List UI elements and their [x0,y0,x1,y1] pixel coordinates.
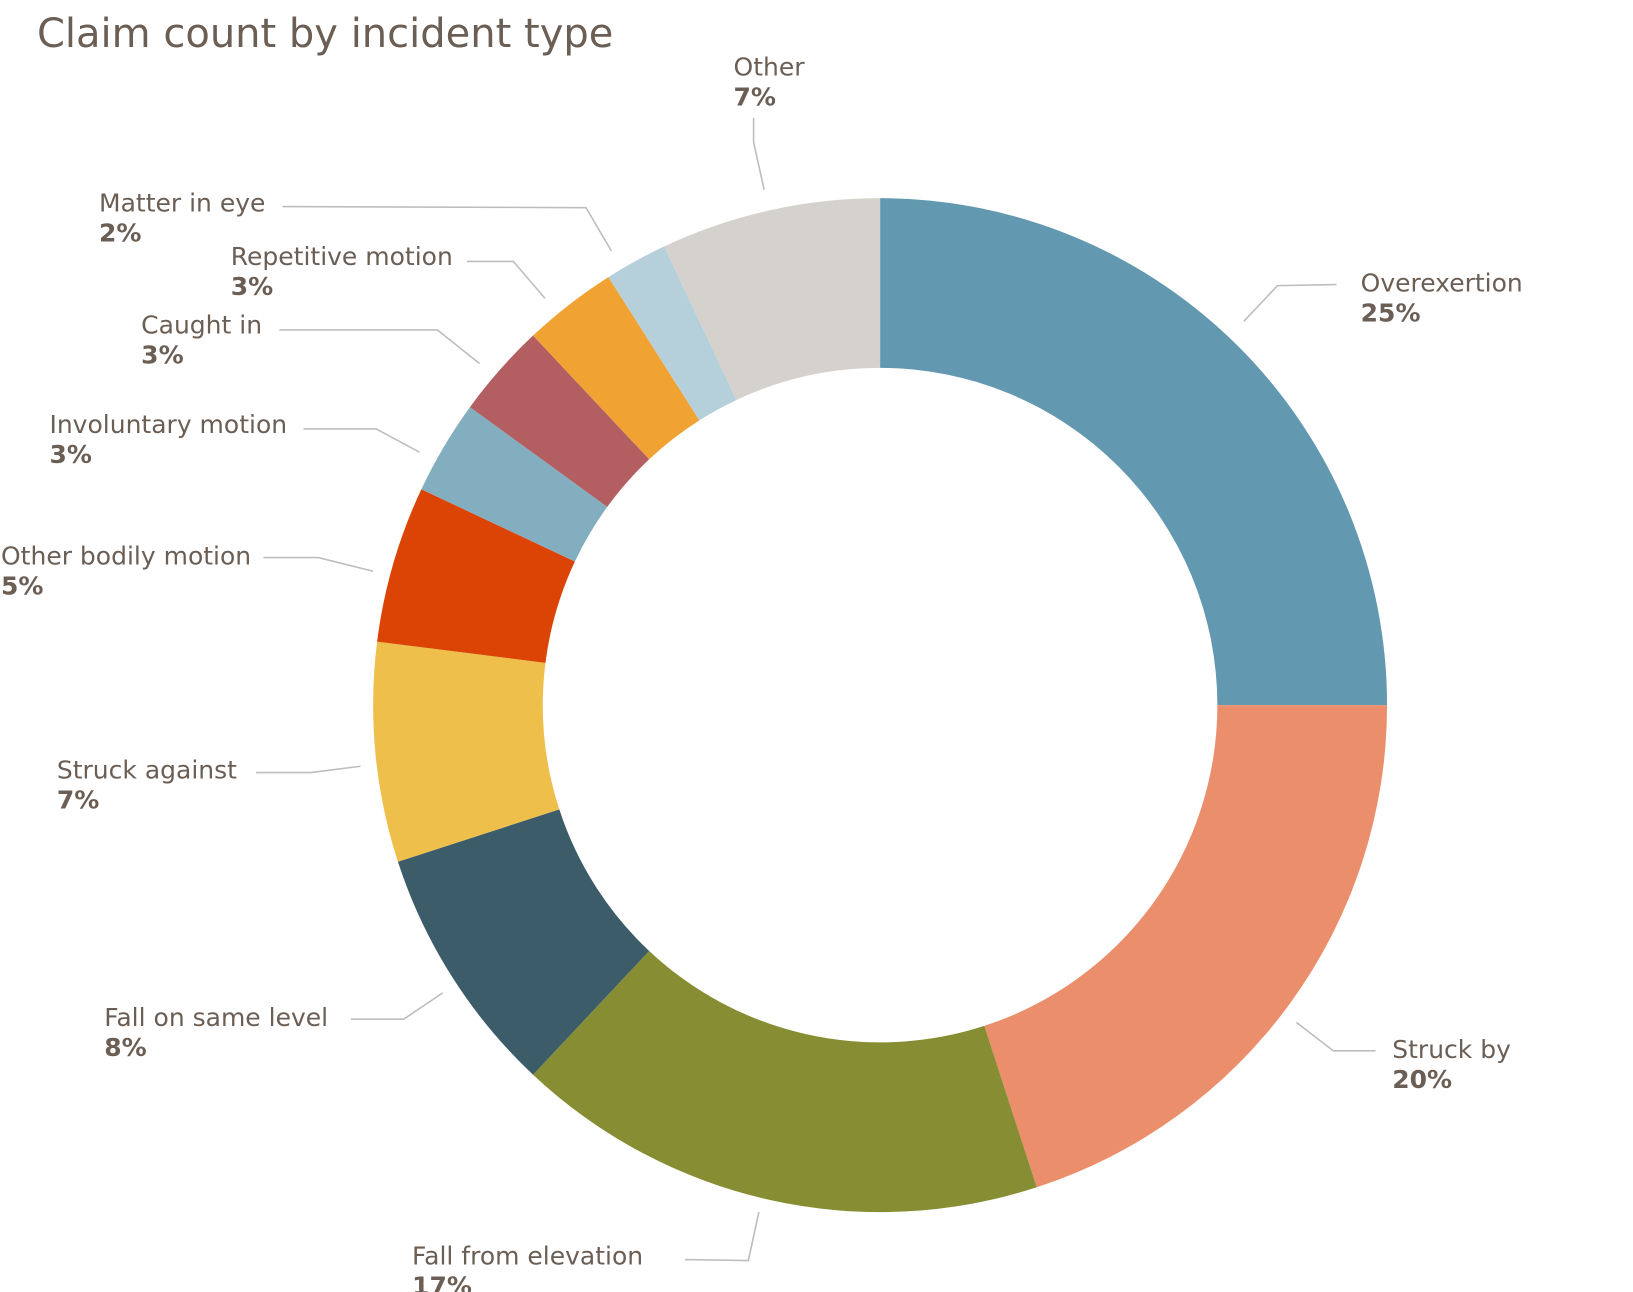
category-label: Repetitive motion [231,242,453,271]
donut-slice [469,335,650,507]
value-label: 17% [412,1271,472,1292]
leader-line [256,765,361,774]
category-label: Struck by [1392,1035,1511,1064]
donut-slice [421,407,608,562]
donut-slice [397,809,650,1075]
donut-slice [533,277,700,460]
donut-slice [880,198,1388,706]
leader-line [1295,1021,1376,1052]
category-label: Matter in eye [99,188,265,217]
leader-line [752,118,765,190]
category-label: Fall on same level [104,1003,328,1032]
leader-line [303,428,420,453]
category-label: Involuntary motion [49,410,287,439]
leader-line [466,260,546,299]
category-label: Overexertion [1361,269,1523,298]
category-label: Fall from elevation [412,1241,643,1270]
donut-slice [984,705,1388,1188]
leader-line [350,992,444,1021]
value-label: 8% [104,1033,146,1062]
value-label: 5% [1,572,43,601]
value-label: 7% [734,83,776,112]
value-label: 3% [231,272,273,301]
value-label: 25% [1361,299,1421,328]
leader-line [685,1211,760,1262]
leader-line [282,205,613,252]
value-label: 3% [141,341,183,370]
donut-slice [608,246,737,421]
value-label: 7% [57,786,99,815]
value-label: 3% [49,440,91,469]
donut-slice [533,950,1037,1213]
value-label: 20% [1392,1065,1452,1094]
leader-line [263,556,374,573]
donut-slice [664,198,881,400]
category-label: Other bodily motion [1,542,251,571]
donut-slice [373,641,560,862]
chart-title: Claim count by incident type [37,11,613,57]
donut-slice [377,489,575,663]
value-label: 2% [99,218,141,247]
leader-line [279,329,481,365]
leader-line [1243,283,1337,323]
category-label: Struck against [57,756,237,785]
category-label: Caught in [141,311,262,340]
category-label: Other [734,53,806,82]
